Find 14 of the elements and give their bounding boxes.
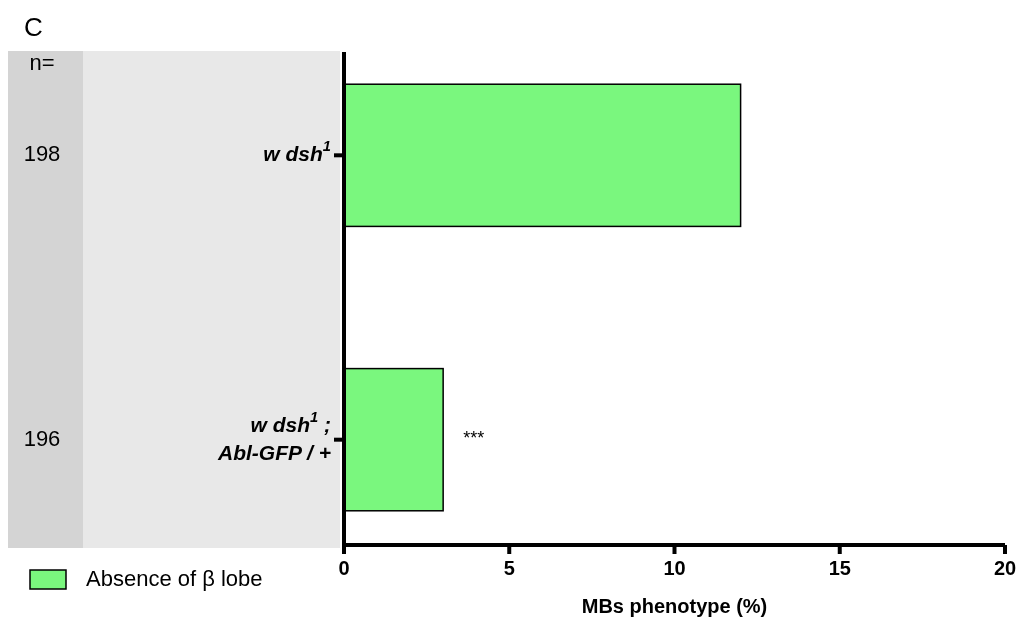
text: 198: [23, 141, 61, 167]
annotation: ***: [463, 428, 485, 449]
y-tick-label: w dsh$^{1}$: [263, 138, 331, 165]
text: 196: [23, 425, 61, 451]
x-tick-label: 10: [663, 557, 686, 579]
x-axis-title: MBs phenotype (%): [581, 595, 768, 617]
x-tick-label: 15: [828, 557, 851, 579]
x-tick-label: 20: [993, 557, 1017, 579]
text: C: [24, 12, 43, 42]
y-tick-label: w dsh$^{1}$ ; Abl-GFP / +: [217, 408, 331, 464]
legend-label: Absence of β lobe: [86, 565, 263, 591]
x-tick-label: 5: [503, 557, 515, 579]
x-tick-label: 0: [338, 557, 350, 579]
text: n=: [29, 49, 55, 75]
